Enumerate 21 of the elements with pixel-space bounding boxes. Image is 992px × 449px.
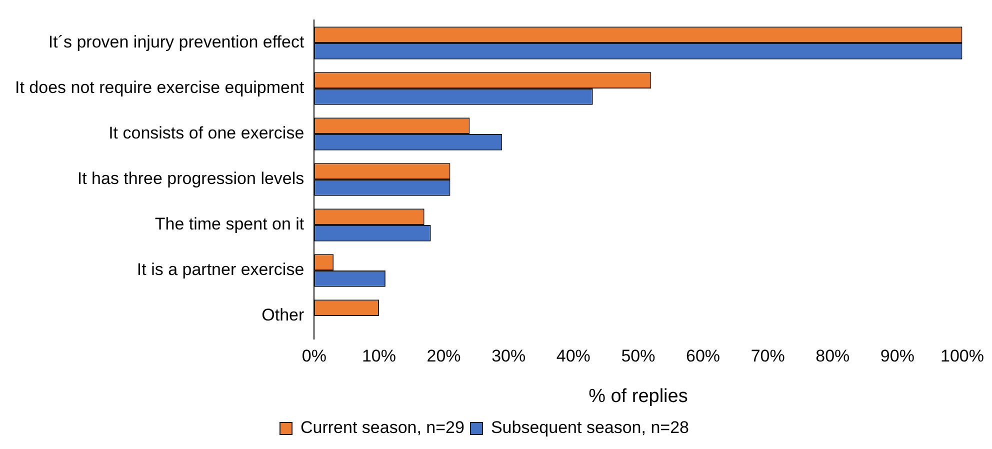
- x-tick-label: 60%: [686, 346, 720, 366]
- x-tick-label: 30%: [492, 346, 526, 366]
- y-tick-label: It has three progression levels: [77, 169, 304, 188]
- x-axis-title: % of replies: [588, 386, 688, 407]
- x-tick-label: 90%: [880, 346, 914, 366]
- x-tick-label: 50%: [621, 346, 656, 366]
- x-tick-label: 40%: [556, 346, 590, 366]
- x-tick-label: 0%: [302, 346, 326, 366]
- x-tick-label: 70%: [750, 346, 785, 366]
- y-tick-label: It consists of one exercise: [108, 124, 304, 143]
- x-tick-label: 20%: [426, 346, 461, 366]
- y-tick-label: It is a partner exercise: [136, 260, 304, 280]
- x-tick-label: 80%: [816, 346, 850, 366]
- y-tick-label: Other: [262, 306, 304, 325]
- y-tick-label: It´s proven injury prevention effect: [48, 32, 304, 52]
- y-tick-label: The time spent on it: [154, 214, 304, 234]
- legend-label: Current season, n=29: [300, 418, 464, 438]
- x-tick-label: 10%: [362, 346, 396, 366]
- legend-label: Subsequent season, n=28: [490, 418, 689, 438]
- y-tick-label: It does not require exercise equipment: [14, 78, 304, 98]
- x-tick-label: 100%: [940, 346, 984, 366]
